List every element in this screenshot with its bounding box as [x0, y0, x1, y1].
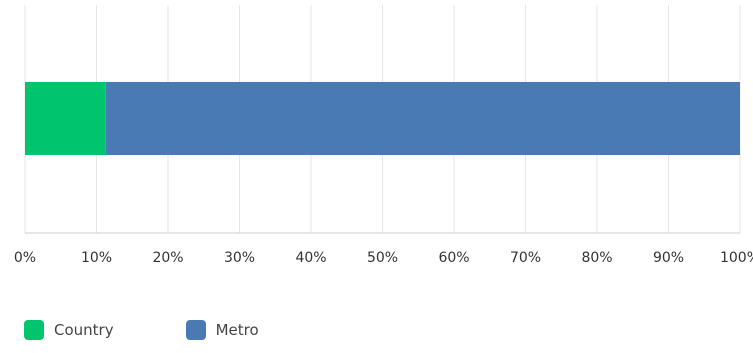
bar-metro[interactable]	[105, 82, 741, 155]
legend-item-metro[interactable]: Metro	[185, 320, 259, 340]
x-tick-label: 100%	[720, 250, 753, 266]
x-tick-label: 40%	[295, 250, 326, 266]
x-tick-label: 10%	[81, 250, 112, 266]
x-tick-label: 50%	[367, 250, 398, 266]
legend: Country Metro	[24, 320, 331, 340]
legend-label-country: Country	[54, 321, 114, 339]
legend-swatch-country	[24, 320, 44, 340]
x-tick-label: 0%	[14, 250, 36, 266]
legend-swatch-metro	[185, 320, 206, 340]
x-tick-label: 70%	[510, 250, 541, 266]
legend-item-country[interactable]: Country	[24, 320, 114, 340]
x-tick-label: 30%	[224, 250, 255, 266]
legend-label-metro: Metro	[215, 321, 259, 339]
bar-country[interactable]	[25, 82, 106, 155]
x-axis-ticks: 0% 10% 20% 30% 40% 50% 60% 70% 80% 90% 100%	[14, 250, 753, 266]
x-tick-label: 20%	[152, 250, 183, 266]
x-tick-label: 80%	[581, 250, 612, 266]
x-tick-label: 60%	[438, 250, 469, 266]
bars	[25, 82, 741, 155]
x-tick-label: 90%	[653, 250, 684, 266]
